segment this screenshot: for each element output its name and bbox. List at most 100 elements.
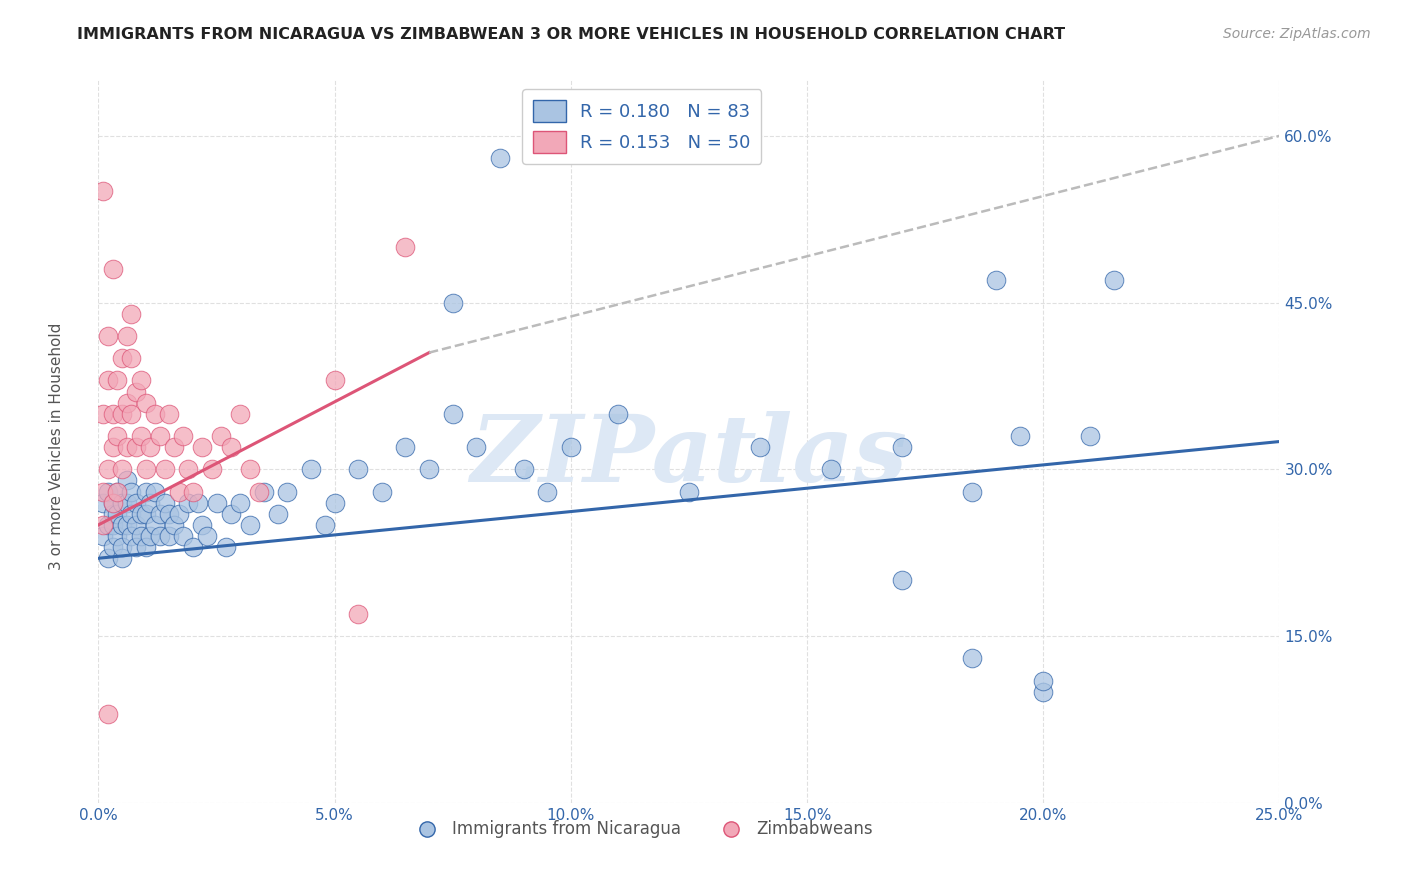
Point [91, 517, 114, 532]
Point [205, 496, 228, 510]
Point [125, 440, 148, 454]
Point [347, 462, 370, 476]
Point [121, 484, 143, 499]
Point [97, 484, 120, 499]
Point [111, 462, 134, 476]
Point [101, 496, 124, 510]
Text: IMMIGRANTS FROM NICARAGUA VS ZIMBABWEAN 3 OR MORE VEHICLES IN HOUSEHOLD CORRELAT: IMMIGRANTS FROM NICARAGUA VS ZIMBABWEAN … [77, 27, 1066, 42]
Point [253, 484, 276, 499]
Point [1032, 684, 1054, 698]
Point [153, 462, 176, 476]
Point [143, 517, 166, 532]
Point [105, 529, 128, 543]
Point [129, 507, 152, 521]
Point [394, 240, 416, 254]
Point [209, 429, 232, 443]
Point [167, 484, 190, 499]
Point [177, 496, 200, 510]
Point [125, 517, 148, 532]
Point [91, 529, 114, 543]
Point [135, 484, 157, 499]
Point [1008, 429, 1031, 443]
Point [97, 329, 120, 343]
Point [101, 262, 124, 277]
Point [125, 496, 148, 510]
Point [111, 540, 134, 554]
Point [111, 517, 134, 532]
Point [111, 496, 134, 510]
Point [125, 384, 148, 399]
Point [149, 429, 172, 443]
Point [181, 540, 204, 554]
Point [195, 529, 218, 543]
Point [101, 496, 124, 510]
Point [984, 273, 1007, 287]
Point [97, 462, 120, 476]
Point [91, 185, 114, 199]
Point [157, 507, 180, 521]
Point [143, 407, 166, 421]
Point [105, 507, 128, 521]
Point [314, 517, 336, 532]
Point [489, 151, 512, 165]
Point [215, 540, 238, 554]
Point [143, 484, 166, 499]
Point [91, 496, 114, 510]
Point [229, 496, 252, 510]
Point [191, 517, 214, 532]
Point [135, 507, 157, 521]
Point [1080, 429, 1102, 443]
Text: ZIPatlas: ZIPatlas [471, 411, 907, 501]
Point [247, 484, 270, 499]
Point [323, 496, 346, 510]
Text: Source: ZipAtlas.com: Source: ZipAtlas.com [1223, 27, 1371, 41]
Point [115, 329, 138, 343]
Point [219, 440, 242, 454]
Point [187, 496, 209, 510]
Point [129, 429, 152, 443]
Point [125, 540, 148, 554]
Point [191, 440, 214, 454]
Point [267, 507, 290, 521]
Point [748, 440, 770, 454]
Point [149, 507, 172, 521]
Point [465, 440, 488, 454]
Point [1102, 273, 1125, 287]
Text: 3 or more Vehicles in Household: 3 or more Vehicles in Household [49, 322, 63, 570]
Point [962, 484, 984, 499]
Point [441, 295, 464, 310]
Point [105, 429, 128, 443]
Point [121, 507, 143, 521]
Point [97, 517, 120, 532]
Point [129, 373, 152, 387]
Point [101, 440, 124, 454]
Point [111, 407, 134, 421]
Point [91, 407, 114, 421]
Point [139, 440, 162, 454]
Point [167, 507, 190, 521]
Point [512, 462, 534, 476]
Point [135, 462, 157, 476]
Point [172, 429, 194, 443]
Legend: Immigrants from Nicaragua, Zimbabweans: Immigrants from Nicaragua, Zimbabweans [404, 814, 880, 845]
Point [115, 496, 138, 510]
Point [105, 484, 128, 499]
Point [678, 484, 700, 499]
Point [962, 651, 984, 665]
Point [441, 407, 464, 421]
Point [820, 462, 842, 476]
Point [101, 407, 124, 421]
Point [97, 373, 120, 387]
Point [91, 484, 114, 499]
Point [115, 474, 138, 488]
Point [201, 462, 224, 476]
Point [172, 529, 194, 543]
Point [276, 484, 298, 499]
Point [536, 484, 558, 499]
Point [890, 440, 912, 454]
Point [97, 551, 120, 566]
Point [101, 517, 124, 532]
Point [371, 484, 394, 499]
Point [101, 540, 124, 554]
Point [323, 373, 346, 387]
